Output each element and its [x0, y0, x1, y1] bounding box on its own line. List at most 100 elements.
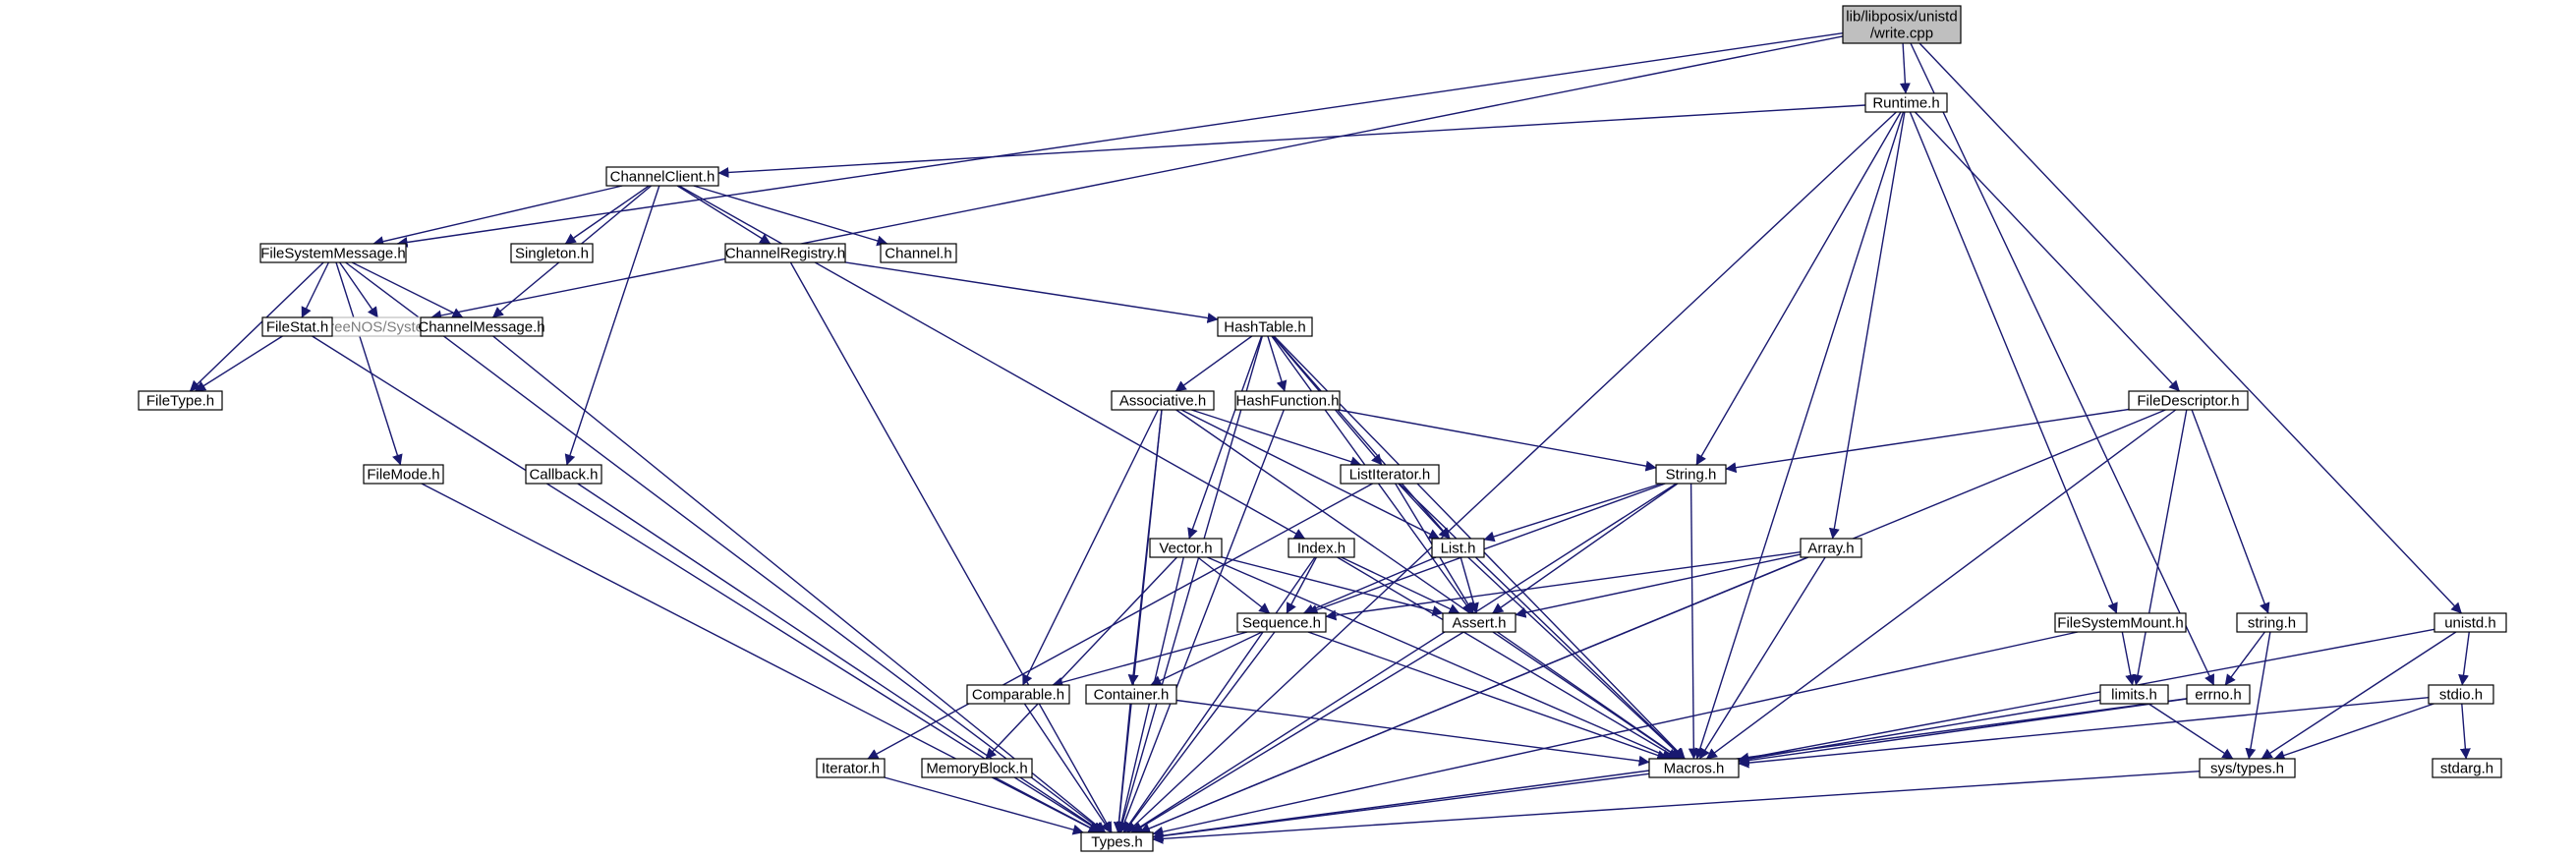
- node-label: String.h: [1666, 467, 1717, 484]
- edge-unistd-to-systypes: [2261, 631, 2457, 760]
- edge-string-to-sequence: [1306, 483, 1666, 615]
- node-label: ChannelMessage.h: [418, 319, 544, 336]
- node-associative[interactable]: Associative.h: [1111, 390, 1215, 411]
- node-memoryblock[interactable]: MemoryBlock.h: [921, 758, 1033, 778]
- node-listiterator[interactable]: ListIterator.h: [1340, 464, 1440, 485]
- edge-array-to-assert: [1515, 553, 1802, 618]
- node-label: FileMode.h: [367, 467, 439, 484]
- node-box: [1842, 5, 1962, 44]
- edge-index-to-sequence: [1286, 556, 1318, 614]
- edges-layer: [189, 32, 2471, 844]
- edge-vector-to-memoryblock: [985, 556, 1178, 760]
- node-filesystemmessage[interactable]: FileSystemMessage.h: [259, 243, 407, 263]
- edge-stringh-to-systypes: [2245, 631, 2271, 760]
- node-label: Macros.h: [1664, 761, 1725, 777]
- node-filemode[interactable]: FileMode.h: [363, 464, 444, 485]
- node-box: [1442, 612, 1517, 633]
- node-errno[interactable]: errno.h: [2186, 684, 2251, 705]
- node-box: [1340, 464, 1440, 485]
- node-assert[interactable]: Assert.h: [1442, 612, 1517, 633]
- node-label: string.h: [2248, 615, 2296, 632]
- node-box: [921, 758, 1033, 778]
- nodes-layer: lib/libposix/unistd/write.cpp Runtime.h Ch…: [138, 5, 2507, 852]
- edge-root-to-unistd: [1918, 42, 2463, 614]
- edge-channelclient-to-callback: [564, 185, 660, 466]
- node-box: [1800, 538, 1862, 558]
- node-box: [966, 684, 1070, 705]
- node-channelregistry[interactable]: ChannelRegistry.h: [724, 243, 846, 263]
- node-box: [816, 758, 886, 778]
- node-box: [2128, 390, 2249, 411]
- node-label: FreeNOS/System.h: [320, 319, 448, 336]
- node-channel[interactable]: Channel.h: [880, 243, 957, 263]
- edge-filesystemmessage-to-channelmessage: [351, 261, 464, 318]
- node-root[interactable]: lib/libposix/unistd/write.cpp: [1842, 5, 1962, 44]
- node-label: limits.h: [2111, 687, 2157, 704]
- edge-list-to-sequence: [1302, 556, 1437, 614]
- edge-channelclient-to-channelregistry: [676, 185, 772, 245]
- node-filestat[interactable]: FileStat.h: [261, 316, 333, 337]
- node-channelclient[interactable]: ChannelClient.h: [605, 166, 719, 187]
- node-unistd[interactable]: unistd.h: [2433, 612, 2507, 633]
- node-array[interactable]: Array.h: [1800, 538, 1862, 558]
- node-box: [2199, 758, 2296, 778]
- edge-stdio-to-macros: [1738, 697, 2430, 769]
- node-stdarg[interactable]: stdarg.h: [2432, 758, 2502, 778]
- node-macros[interactable]: Macros.h: [1648, 758, 1740, 778]
- node-label: FileType.h: [146, 393, 214, 410]
- edge-root-to-system: [430, 35, 1844, 321]
- edge-filedescriptor-to-stringh: [2191, 409, 2270, 614]
- node-label: Channel.h: [885, 246, 951, 262]
- node-filedescriptor[interactable]: FileDescriptor.h: [2128, 390, 2249, 411]
- edge-stringh-to-errno: [2224, 631, 2265, 686]
- node-filesystemmount[interactable]: FileSystemMount.h: [2054, 612, 2187, 633]
- node-box: [420, 316, 544, 337]
- node-list[interactable]: List.h: [1431, 538, 1485, 558]
- edge-vector-to-assert: [1221, 556, 1444, 616]
- node-label: FileSystemMessage.h: [260, 246, 406, 262]
- node-limits[interactable]: limits.h: [2099, 684, 2169, 705]
- node-vector[interactable]: Vector.h: [1149, 538, 1223, 558]
- node-channelmessage[interactable]: ChannelMessage.h: [418, 316, 545, 337]
- node-index[interactable]: Index.h: [1288, 538, 1355, 558]
- node-label: lib/libposix/unistd: [1846, 9, 1957, 26]
- node-iterator[interactable]: Iterator.h: [816, 758, 886, 778]
- node-box: [880, 243, 957, 263]
- node-box: [2099, 684, 2169, 705]
- node-label: Types.h: [1091, 834, 1143, 851]
- edge-root-to-errno: [1910, 42, 2215, 686]
- node-stdio[interactable]: stdio.h: [2428, 684, 2494, 705]
- edge-stdio-to-stdarg: [2459, 703, 2471, 760]
- node-systypes[interactable]: sys/types.h: [2199, 758, 2296, 778]
- node-box: [1234, 390, 1341, 411]
- edge-list-to-assert: [1460, 556, 1479, 614]
- node-filetype[interactable]: FileType.h: [138, 390, 223, 411]
- node-runtime[interactable]: Runtime.h: [1864, 92, 1948, 113]
- node-box: [1288, 538, 1355, 558]
- node-label: unistd.h: [2444, 615, 2496, 632]
- node-sequence[interactable]: Sequence.h: [1236, 612, 1327, 633]
- node-label: ChannelClient.h: [610, 169, 716, 186]
- edge-channelregistry-to-hashtable: [844, 261, 1219, 323]
- node-string[interactable]: String.h: [1655, 464, 1727, 485]
- node-callback[interactable]: Callback.h: [525, 464, 602, 485]
- edge-hashtable-to-vector: [1187, 335, 1263, 540]
- edge-associative-to-comparable: [1022, 409, 1159, 686]
- node-box: [138, 390, 223, 411]
- node-comparable[interactable]: Comparable.h: [966, 684, 1070, 705]
- node-types[interactable]: Types.h: [1080, 831, 1154, 852]
- node-box: [1085, 684, 1177, 705]
- node-box: [2236, 612, 2308, 633]
- node-container[interactable]: Container.h: [1085, 684, 1177, 705]
- node-singleton[interactable]: Singleton.h: [510, 243, 594, 263]
- node-hashtable[interactable]: HashTable.h: [1217, 316, 1313, 337]
- node-box: [2186, 684, 2251, 705]
- node-label: sys/types.h: [2210, 761, 2284, 777]
- node-hashfunction[interactable]: HashFunction.h: [1234, 390, 1341, 411]
- edge-listiterator-to-list: [1398, 483, 1451, 540]
- edge-vector-to-macros: [1207, 556, 1674, 760]
- node-label: ChannelRegistry.h: [725, 246, 845, 262]
- node-box: [1648, 758, 1740, 778]
- node-system[interactable]: FreeNOS/System.h: [320, 316, 448, 337]
- node-stringh[interactable]: string.h: [2236, 612, 2308, 633]
